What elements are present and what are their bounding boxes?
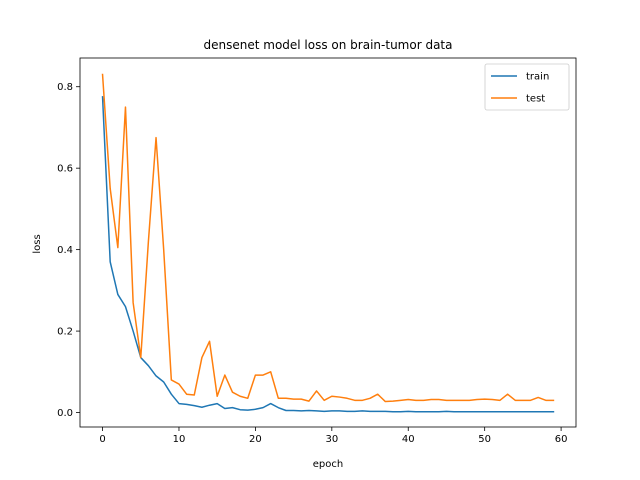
x-tick-label: 50: [478, 434, 491, 445]
legend-label-train: train: [526, 72, 549, 83]
y-axis-ticks: 0.0 0.2 0.4 0.6 0.8: [57, 82, 80, 419]
y-tick-label: 0.4: [57, 245, 73, 256]
axes-frame: [79, 57, 577, 428]
x-axis-ticks: 0 10 20 30 40 50 60: [99, 427, 567, 445]
series-line-test: [101, 73, 555, 403]
y-tick-label: 0.2: [57, 327, 73, 338]
series-line-train: [101, 96, 555, 413]
chart-title: densenet model loss on brain-tumor data: [204, 38, 453, 52]
x-tick-label: 30: [325, 434, 338, 445]
y-axis-label: loss: [32, 234, 43, 253]
legend: train test: [484, 63, 570, 111]
x-axis-label: epoch: [313, 459, 343, 470]
plot-lines: [101, 73, 555, 413]
y-tick-label: 0.0: [57, 408, 73, 419]
x-tick-label: 40: [402, 434, 415, 445]
x-tick-label: 20: [249, 434, 262, 445]
x-tick-label: 60: [555, 434, 568, 445]
legend-label-test: test: [526, 94, 545, 105]
x-tick-label: 10: [173, 434, 186, 445]
x-tick-label: 0: [99, 434, 105, 445]
y-tick-label: 0.6: [57, 164, 73, 175]
y-tick-label: 0.8: [57, 82, 73, 93]
axes-border: [79, 57, 577, 428]
